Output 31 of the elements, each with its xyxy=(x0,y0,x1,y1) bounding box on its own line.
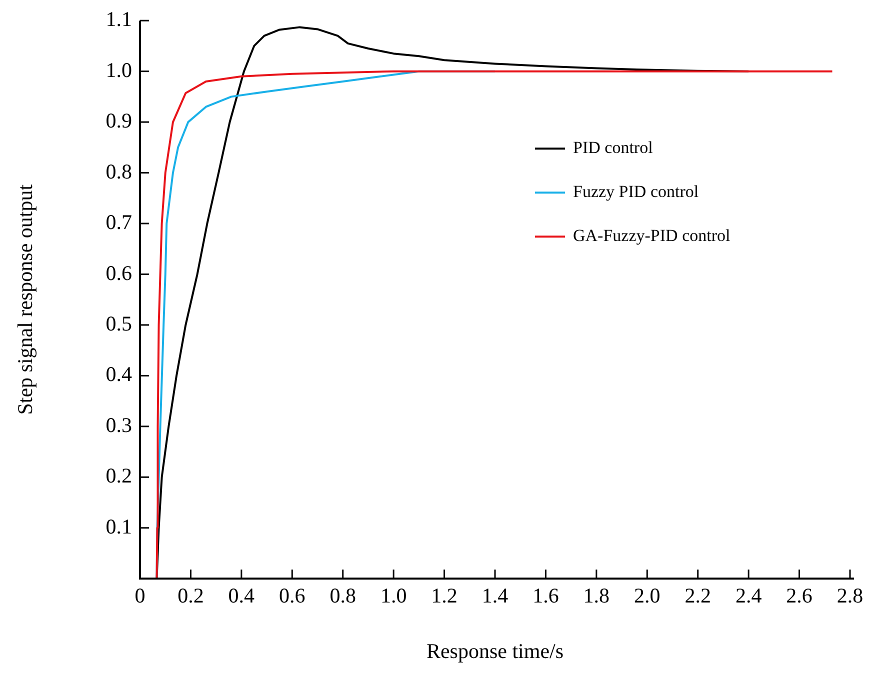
y-tick-label: 0.1 xyxy=(106,514,132,538)
x-tick-label: 1.4 xyxy=(482,584,509,608)
y-tick-label: 0.7 xyxy=(106,210,132,234)
x-tick-label: 1.2 xyxy=(431,584,458,608)
x-tick-label: 2.0 xyxy=(634,584,660,608)
x-tick-label: 0.6 xyxy=(279,584,306,608)
x-tick-label: 0 xyxy=(134,584,146,608)
x-tick-label: 2.4 xyxy=(735,584,762,608)
y-tick-label: 0.2 xyxy=(106,464,132,488)
y-tick-label: 0.9 xyxy=(106,108,132,133)
x-tick-label: 2.8 xyxy=(836,584,864,608)
x-tick-label: 1.0 xyxy=(380,584,407,608)
x-axis-title: Response time/s xyxy=(426,638,564,663)
y-tick-label: 0.4 xyxy=(106,362,132,386)
y-tick-label: 0.6 xyxy=(106,260,132,285)
y-tick-label: 1.1 xyxy=(106,7,132,32)
x-tick-label: 2.2 xyxy=(684,584,711,608)
x-tick-label: 0.2 xyxy=(178,584,204,608)
x-tick-label: 1.6 xyxy=(532,584,559,608)
legend-label: PID control xyxy=(573,138,654,158)
x-tick-label: 0.4 xyxy=(228,584,256,608)
y-axis-title: Step signal response output xyxy=(13,184,38,415)
x-tick-label: 2.6 xyxy=(786,584,812,608)
legend-label: Fuzzy PID control xyxy=(573,182,699,202)
x-tick-label: 1.8 xyxy=(583,584,610,608)
x-tick-label: 0.8 xyxy=(330,584,356,608)
y-tick-label: 0.8 xyxy=(106,159,132,184)
y-tick-label: 1.0 xyxy=(106,58,132,82)
y-tick-label: 0.3 xyxy=(106,412,132,437)
y-tick-label: 0.5 xyxy=(106,311,132,336)
legend-label: GA-Fuzzy-PID control xyxy=(573,226,730,246)
